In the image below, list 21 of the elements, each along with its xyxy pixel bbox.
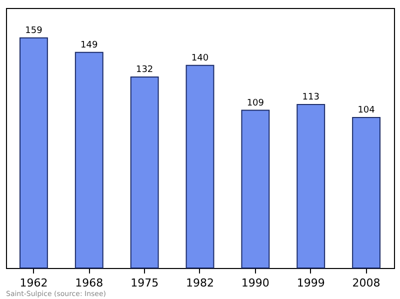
data-label: 140 (191, 53, 209, 64)
data-label: 159 (25, 26, 43, 36)
x-tick-label: 1990 (241, 276, 270, 290)
data-label: 132 (136, 64, 154, 75)
bar (296, 104, 326, 268)
data-label: 113 (302, 92, 320, 102)
x-tick-label: 2008 (352, 276, 380, 290)
x-tick-label: 1968 (75, 276, 104, 290)
bar (19, 37, 48, 268)
data-label: 109 (246, 98, 264, 108)
bar (352, 117, 381, 268)
x-tick-label: 1999 (296, 276, 325, 290)
x-tick-label: 1962 (20, 276, 48, 290)
bar (186, 64, 214, 268)
x-tick-label: 1975 (130, 276, 159, 290)
data-label: 149 (80, 40, 98, 50)
bar (74, 52, 104, 268)
x-tick-label: 1982 (186, 276, 214, 290)
bar (241, 110, 270, 268)
data-label: 104 (358, 106, 376, 116)
bar (130, 76, 159, 268)
